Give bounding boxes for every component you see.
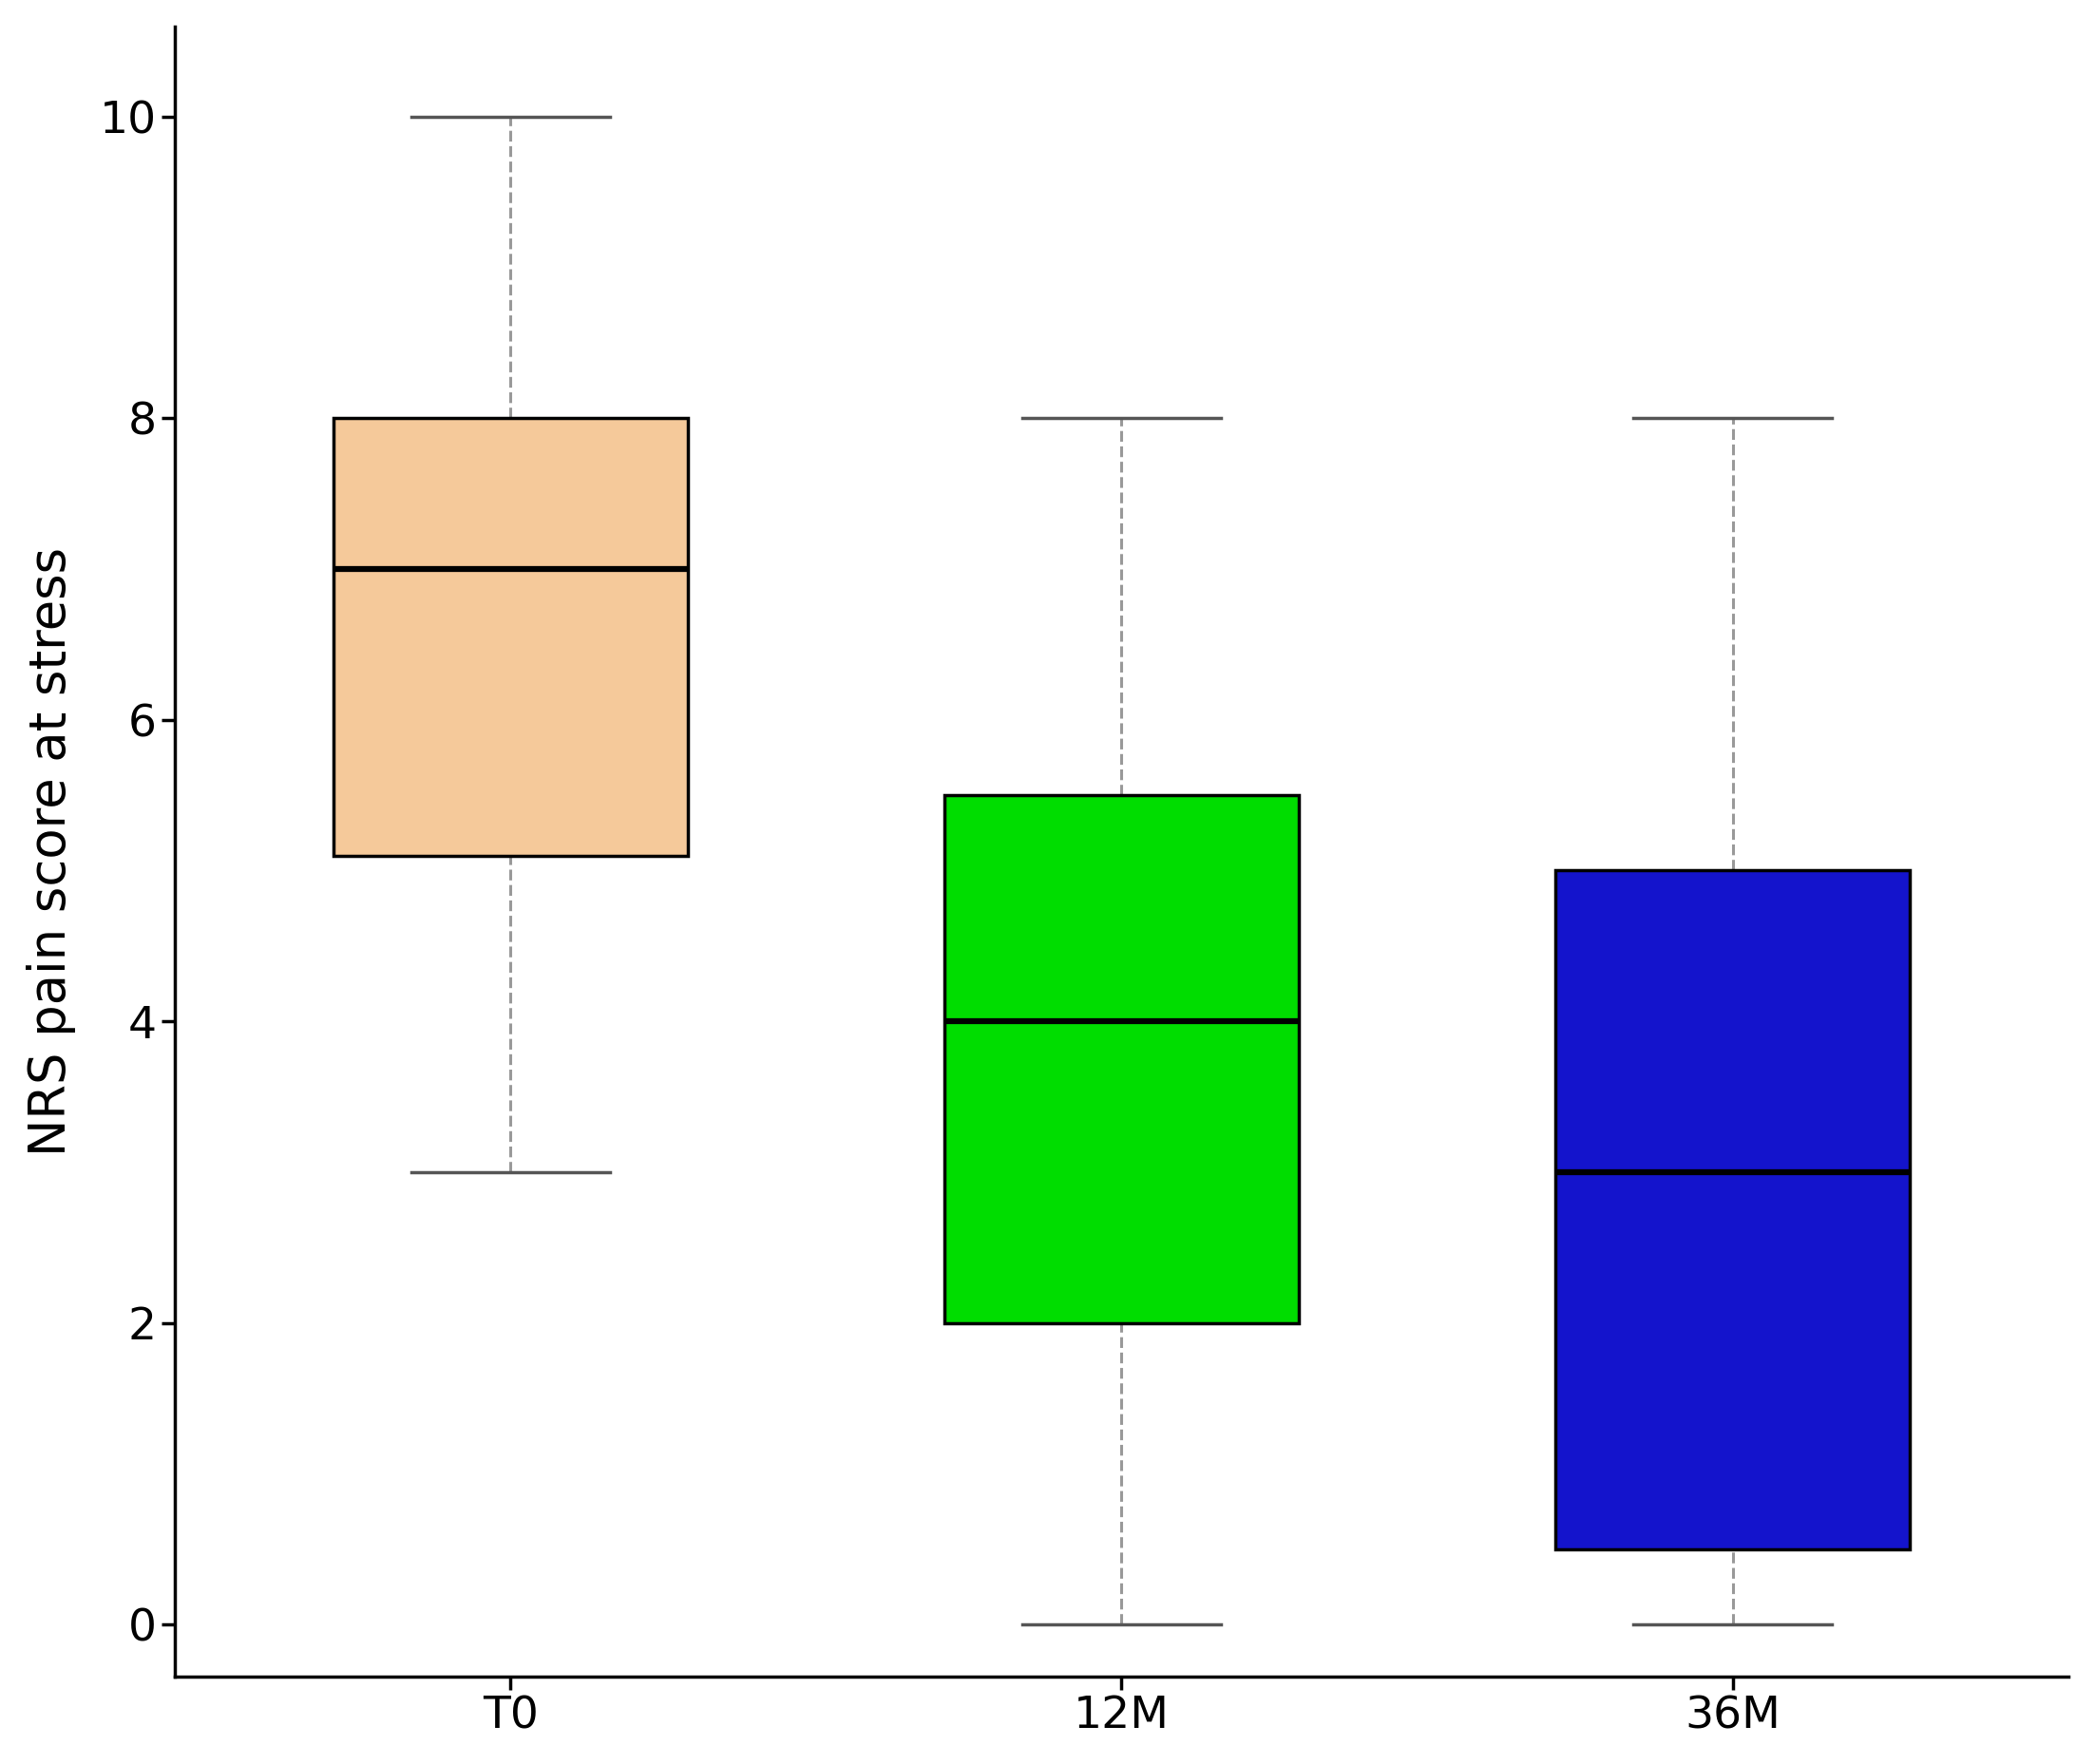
- Bar: [945, 796, 1299, 1323]
- Bar: [333, 418, 687, 856]
- Y-axis label: NRS pain score at stress: NRS pain score at stress: [27, 547, 75, 1155]
- Bar: [1554, 871, 1911, 1549]
